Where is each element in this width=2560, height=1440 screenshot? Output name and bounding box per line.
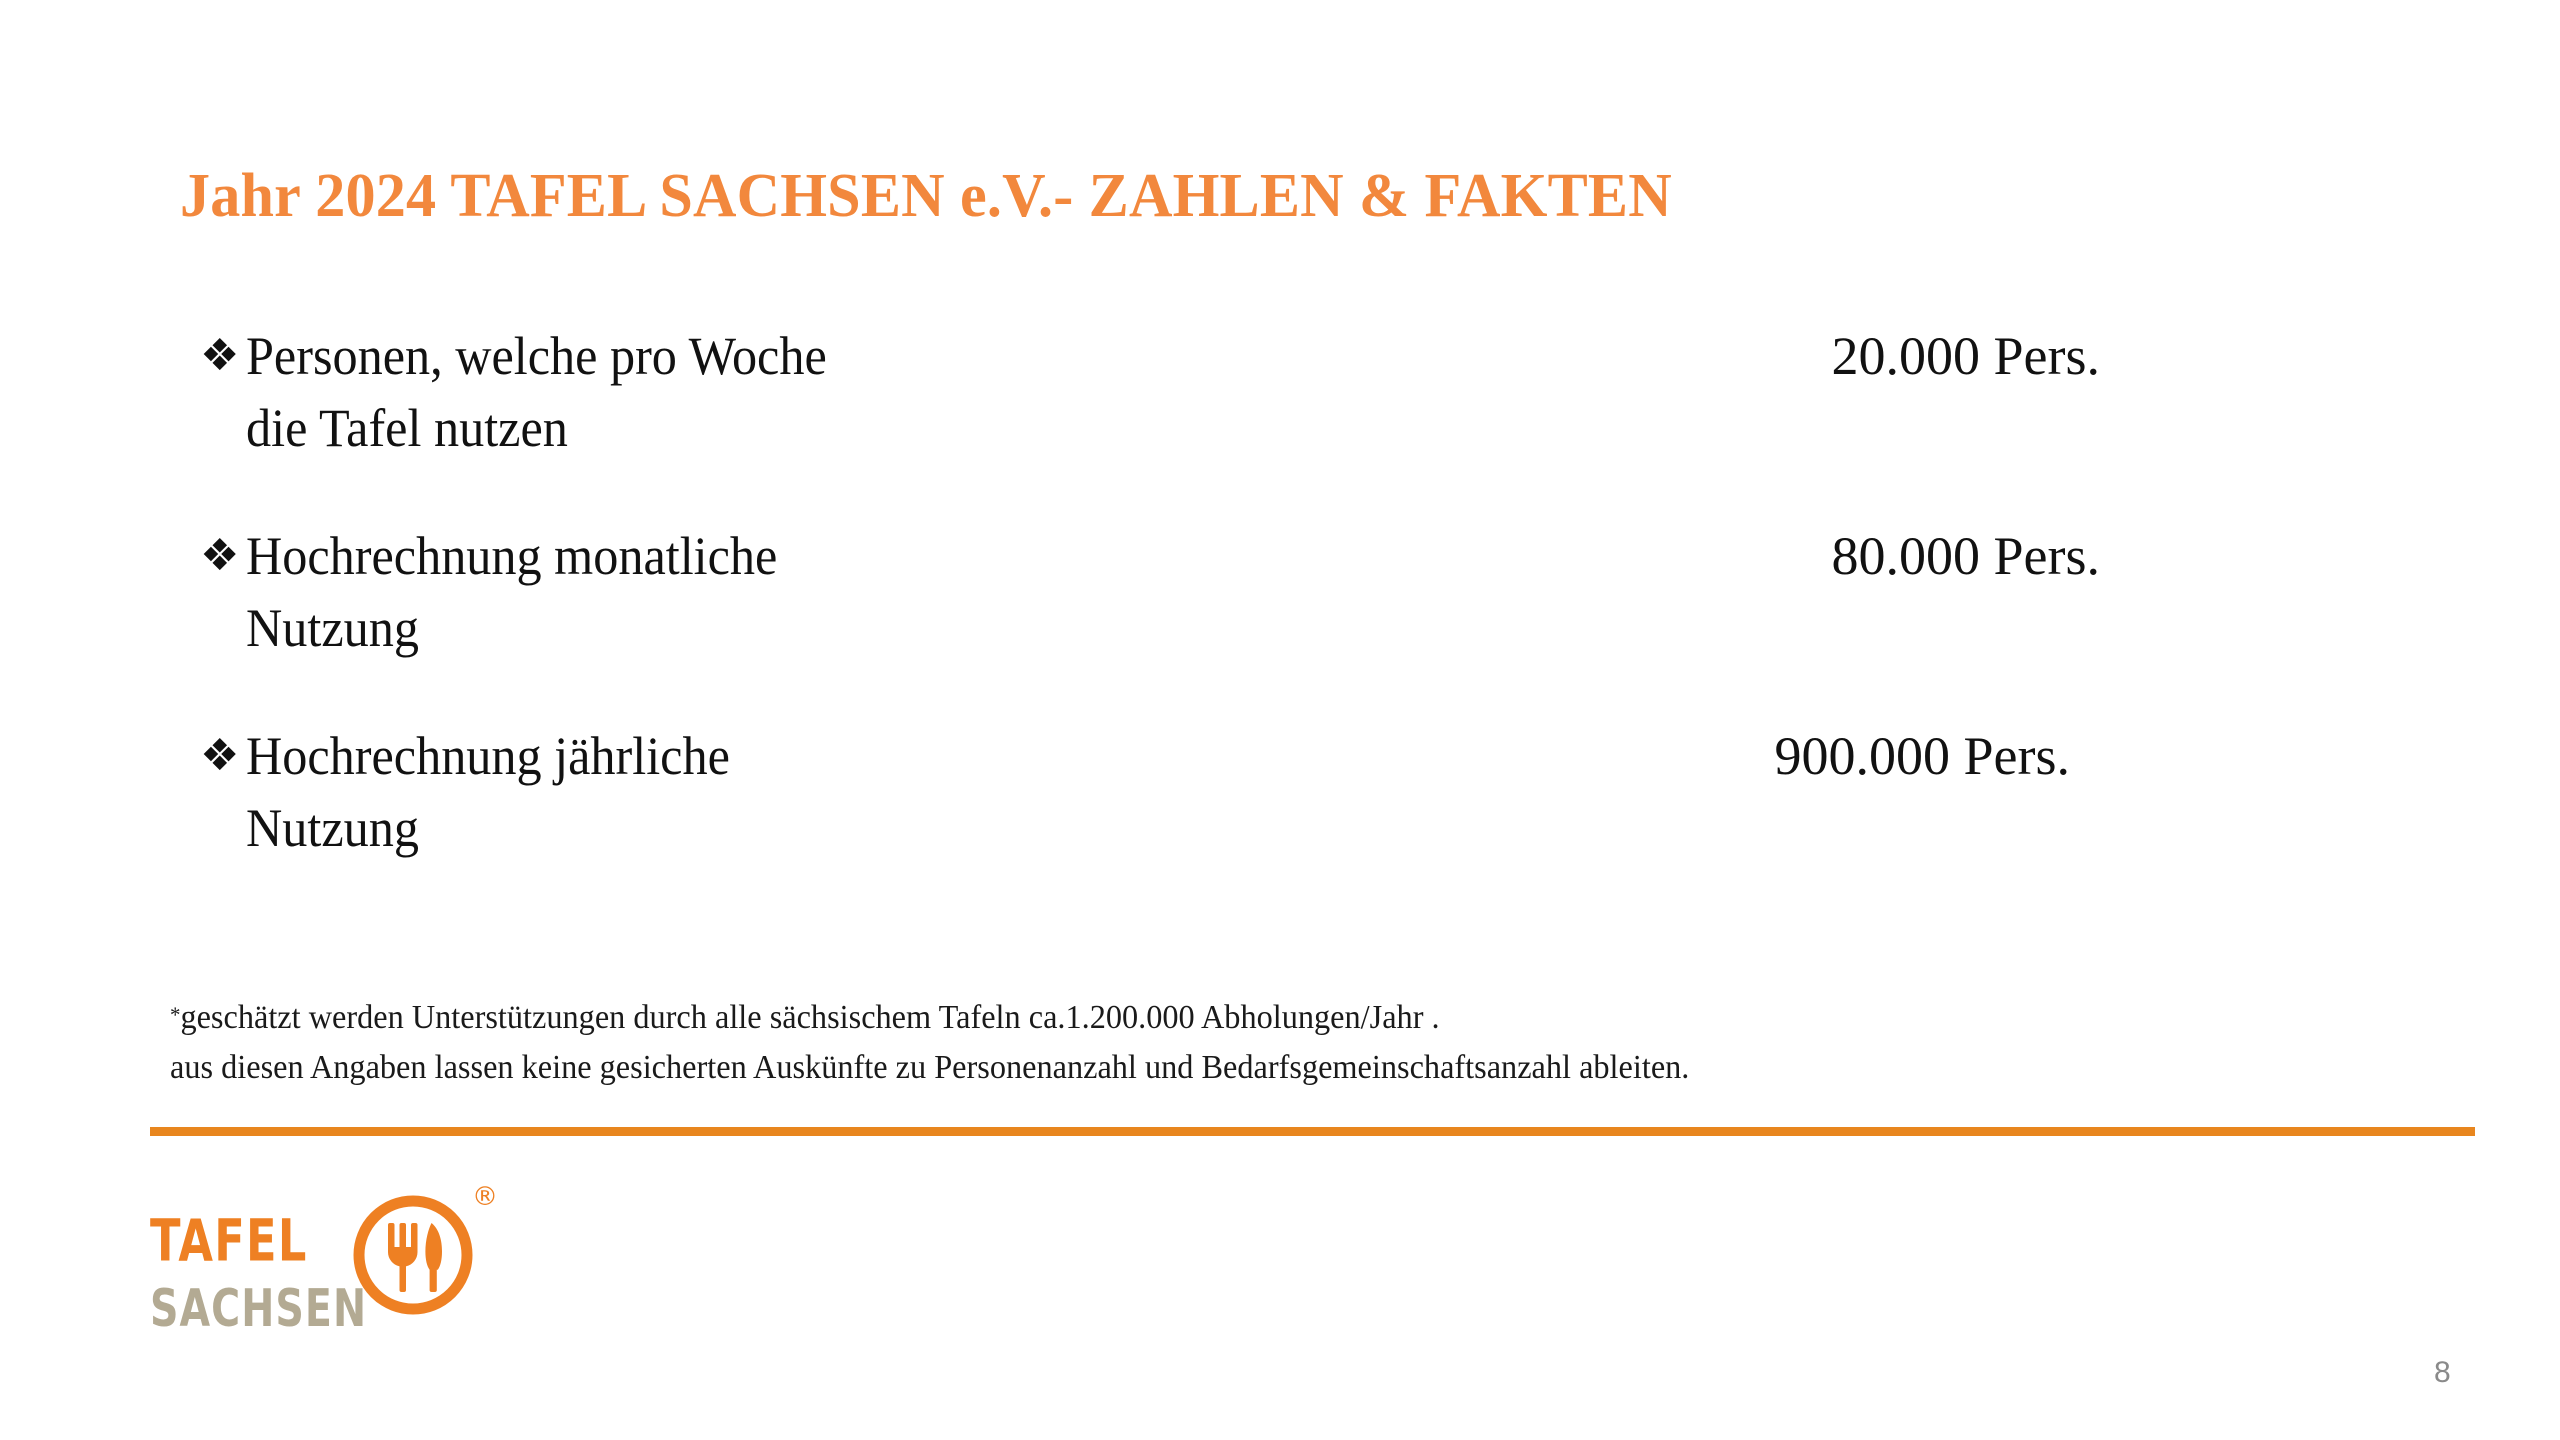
footnote-asterisk: * — [170, 1002, 181, 1027]
footnote-line-2: aus diesen Angaben lassen keine gesicher… — [170, 1049, 1690, 1086]
tafel-sachsen-logo: TAFEL SACHSEN ® — [150, 1184, 510, 1350]
list-item: ❖ Personen, welche pro Woche die Tafel n… — [200, 320, 2380, 464]
bullet-label: Hochrechnung monatliche Nutzung — [246, 526, 778, 658]
page-number: 8 — [2434, 1356, 2451, 1389]
page-title: Jahr 2024 TAFEL SACHSEN e.V.- ZAHLEN & F… — [180, 162, 1672, 230]
diamond-bullet-icon: ❖ — [200, 530, 240, 581]
list-item: ❖ Hochrechnung monatliche Nutzung 80.000… — [200, 520, 2380, 664]
bullet-label: Personen, welche pro Woche die Tafel nut… — [246, 326, 827, 458]
bullet-value: 20.000 Pers. — [1831, 326, 2101, 386]
bullet-label-group: ❖ Hochrechnung jährliche Nutzung — [200, 720, 1460, 864]
bullet-list: ❖ Personen, welche pro Woche die Tafel n… — [200, 320, 2380, 864]
bullet-label: Hochrechnung jährliche Nutzung — [246, 726, 730, 858]
diamond-bullet-icon: ❖ — [200, 730, 240, 781]
logo-wordmark-sachsen: SACHSEN — [150, 1277, 368, 1339]
footnote-line-1: *geschätzt werden Unterstützungen durch … — [170, 990, 2355, 1043]
diamond-bullet-icon: ❖ — [200, 330, 240, 381]
bullet-value: 80.000 Pers. — [1831, 526, 2101, 586]
divider — [150, 1127, 2475, 1136]
footnote: *geschätzt werden Unterstützungen durch … — [170, 990, 2355, 1093]
registered-trademark-icon: ® — [472, 1182, 498, 1212]
list-item: ❖ Hochrechnung jährliche Nutzung 900.000… — [200, 720, 2380, 864]
logo-wordmark-tafel: TAFEL — [150, 1207, 308, 1275]
bullet-label-group: ❖ Hochrechnung monatliche Nutzung — [200, 520, 1460, 664]
bullet-value: 900.000 Pers. — [1774, 726, 2071, 786]
bullet-label-group: ❖ Personen, welche pro Woche die Tafel n… — [200, 320, 1460, 464]
footnote-line-1-text: geschätzt werden Unterstützungen durch a… — [180, 999, 1440, 1036]
fork-and-knife-circle-icon — [348, 1190, 478, 1320]
